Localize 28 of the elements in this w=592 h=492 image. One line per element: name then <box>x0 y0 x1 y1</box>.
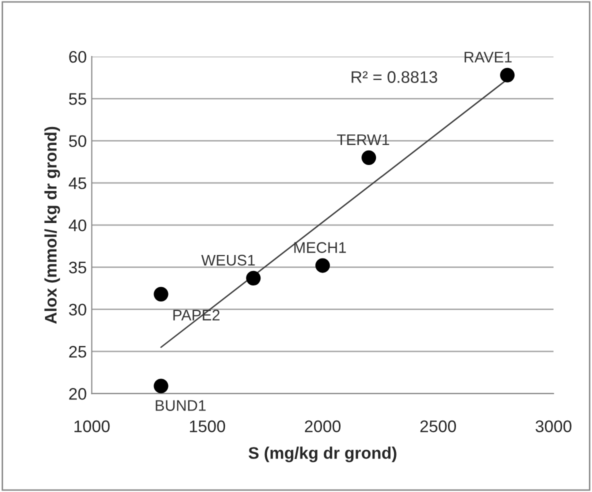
annotation: TERW1 <box>337 134 390 145</box>
annotation: MECH1 <box>294 242 346 253</box>
y-tick-label: 60 <box>69 50 86 63</box>
y-tick-label: 30 <box>69 304 86 316</box>
annotation: WEUS1 <box>201 254 255 266</box>
point <box>500 68 515 82</box>
x-tick-label: 3000 <box>536 420 572 432</box>
annotation: BUND1 <box>156 400 206 411</box>
point <box>154 378 168 394</box>
x-tick-label: 2000 <box>304 420 341 432</box>
y-tick-label: 50 <box>69 135 86 148</box>
x-tick-label: 1000 <box>74 420 110 432</box>
y-tick-label: 35 <box>69 262 86 274</box>
y-axis-title: Alox (mmol/ kg dr grond) <box>44 126 60 324</box>
point <box>246 270 261 286</box>
x-tick-label: 1500 <box>190 420 226 432</box>
y-tick-label: 55 <box>69 93 86 105</box>
y-tick-label: 40 <box>68 219 86 232</box>
point <box>362 150 376 165</box>
y-tick-label: 20 <box>69 388 86 400</box>
annotation: RAVE1 <box>464 52 512 62</box>
point <box>154 286 168 302</box>
point <box>315 258 330 273</box>
y-tick-label: 25 <box>69 346 86 358</box>
x-axis-title: S (mg/kg dr grond) <box>248 446 396 462</box>
y-tick-label: 45 <box>68 178 86 190</box>
annotation: R² = 0.8813 <box>352 71 438 83</box>
x-tick-label: 2500 <box>420 420 456 432</box>
